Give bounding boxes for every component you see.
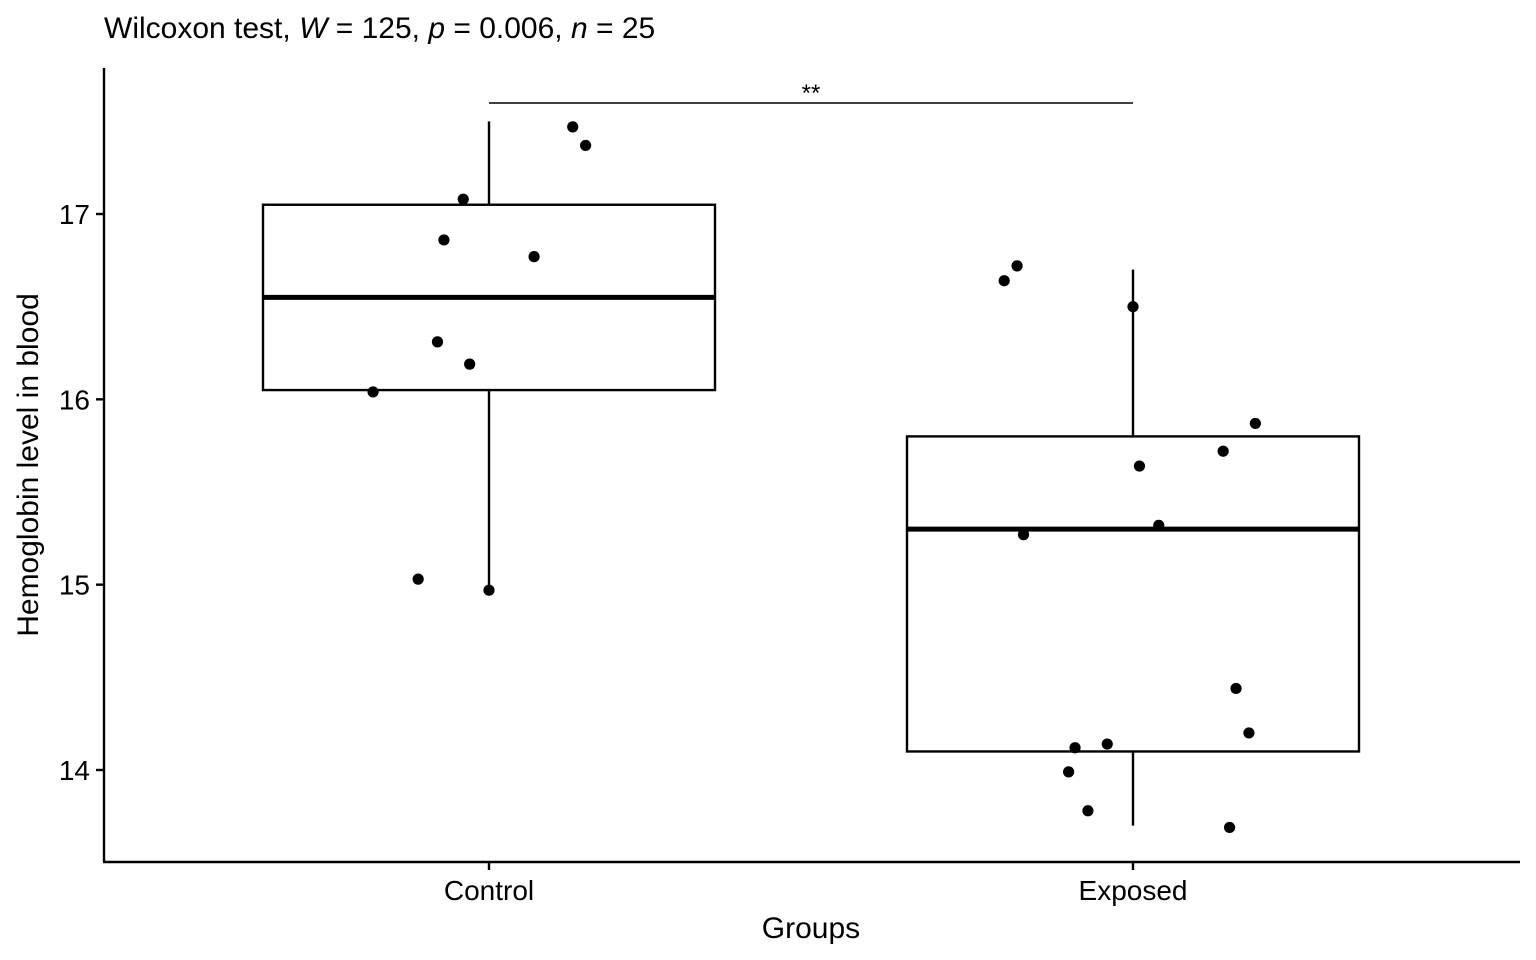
axes-layer: [102, 68, 1520, 864]
boxes-layer: [261, 121, 1361, 826]
x-tick-label: Exposed: [1079, 875, 1188, 906]
data-point: [412, 573, 424, 585]
data-point: [528, 251, 540, 263]
data-point: [438, 234, 450, 246]
significance-label: **: [802, 80, 821, 107]
chart-title: Wilcoxon test, W = 125, p = 0.006, n = 2…: [104, 12, 655, 45]
data-point: [998, 275, 1010, 287]
y-tick-label: 15: [59, 570, 90, 601]
data-point: [1133, 460, 1146, 472]
data-point: [431, 336, 444, 348]
data-point: [1217, 445, 1229, 457]
x-tick-label: Control: [444, 875, 534, 906]
data-point: [567, 121, 579, 133]
title-part: p: [427, 12, 445, 45]
data-point: [483, 584, 495, 596]
title-part: = 0.006,: [445, 12, 571, 45]
comparison-bracket: **: [489, 80, 1133, 107]
data-point: [1249, 417, 1261, 430]
points-layer: [367, 121, 1261, 834]
data-point: [1017, 529, 1030, 541]
title-part: = 125,: [327, 12, 428, 45]
title-part: Wilcoxon test,: [104, 12, 299, 45]
x-ticks: Control Exposed: [444, 862, 1188, 906]
title-part: n: [571, 12, 588, 45]
title-part: W: [299, 12, 330, 45]
y-ticks: 14 15 16 17: [59, 199, 104, 786]
y-tick-label: 16: [59, 384, 90, 415]
data-point: [1224, 821, 1236, 834]
data-point: [457, 193, 469, 205]
data-point: [1230, 682, 1242, 695]
data-point: [1069, 742, 1081, 754]
data-point: [1127, 301, 1139, 313]
data-point: [1153, 519, 1165, 531]
y-tick-label: 17: [59, 199, 90, 230]
data-point: [1063, 766, 1075, 778]
data-point: [1243, 727, 1255, 739]
data-point: [464, 358, 476, 370]
box-rect: [905, 435, 1361, 753]
data-point: [1082, 805, 1094, 817]
box-control: [261, 121, 717, 591]
x-axis-title: Groups: [762, 912, 860, 945]
box-exposed: [905, 269, 1361, 826]
data-point: [367, 386, 379, 398]
data-point: [1011, 260, 1023, 272]
title-part: = 25: [588, 12, 656, 45]
y-tick-label: 14: [59, 755, 90, 786]
data-point: [580, 139, 592, 152]
y-axis-title: Hemoglobin level in blood: [12, 293, 45, 637]
data-point: [1101, 738, 1113, 750]
